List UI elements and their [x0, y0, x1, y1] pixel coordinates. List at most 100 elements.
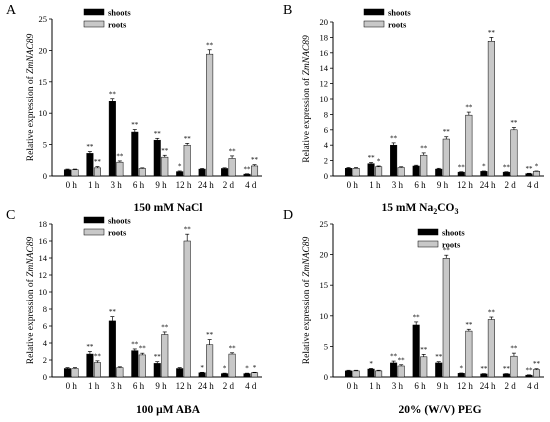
- bar-roots: [116, 367, 124, 378]
- y-tick-label: 14: [39, 253, 48, 263]
- significance-mark: **: [109, 90, 117, 98]
- treatment-label-main: 20% (W/V) PEG: [398, 404, 481, 416]
- bar-shoots: [412, 324, 420, 378]
- significance-mark: **: [398, 356, 406, 364]
- significance-mark: **: [368, 154, 376, 162]
- y-axis-label: Relative expression of ZmNAC89: [25, 34, 36, 162]
- category-label: 4 d: [527, 180, 539, 190]
- panel-letter: B: [283, 3, 292, 18]
- bar-shoots: [457, 373, 465, 378]
- y-tick-label: 4: [324, 140, 329, 150]
- significance-mark: **: [510, 119, 518, 127]
- legend-swatch-shoots: [363, 8, 385, 16]
- legend-label-roots: roots: [442, 240, 461, 250]
- significance-mark: **: [154, 353, 162, 361]
- category-label: 12 h: [457, 381, 473, 391]
- y-axis-label: Relative expression of ZmNAC89: [301, 35, 312, 163]
- significance-mark: **: [94, 352, 102, 360]
- bar-roots: [161, 156, 169, 177]
- category-label: 4 d: [245, 381, 257, 391]
- legend-swatch-roots: [83, 228, 105, 236]
- category-label: 6 h: [133, 381, 145, 391]
- bar-roots: [397, 365, 405, 378]
- treatment-label-main: 15 mM Na: [382, 202, 434, 214]
- category-label: 3 h: [110, 180, 122, 190]
- treatment-label: 20% (W/V) PEG: [398, 404, 481, 416]
- treatment-label-tail: CO: [437, 202, 454, 214]
- y-tick-label: 14: [320, 63, 329, 73]
- significance-mark: *: [253, 364, 257, 372]
- bar-shoots: [63, 368, 71, 378]
- category-label: 4 d: [527, 381, 539, 391]
- legend-swatch-roots: [363, 20, 385, 28]
- bar-shoots: [108, 320, 116, 378]
- significance-mark: **: [458, 163, 466, 171]
- bar-roots: [420, 356, 428, 378]
- bar-roots: [93, 362, 101, 378]
- bar-roots: [510, 355, 518, 378]
- bar-roots: [161, 334, 169, 378]
- category-label: 9 h: [437, 180, 449, 190]
- category-label: 6 h: [414, 381, 426, 391]
- bar-roots: [532, 369, 541, 378]
- y-axis-label-prefix: Relative expression of: [25, 277, 36, 364]
- bar-roots: [251, 372, 259, 378]
- y-tick-label: 15: [39, 77, 48, 87]
- bar-shoots: [457, 171, 465, 177]
- legend: shoots roots: [363, 8, 411, 30]
- significance-mark: **: [206, 331, 214, 339]
- bar-roots: [93, 167, 101, 177]
- bar-shoots: [153, 139, 161, 177]
- bar-shoots: [344, 370, 353, 378]
- significance-mark: **: [206, 41, 214, 49]
- category-label: 12 h: [176, 381, 192, 391]
- category-label: 6 h: [414, 180, 426, 190]
- bar-shoots: [176, 368, 184, 378]
- bar-shoots: [435, 362, 443, 378]
- treatment-label-sub: 3: [455, 207, 459, 216]
- bar-shoots: [131, 350, 139, 378]
- bar-roots: [183, 240, 191, 378]
- legend-label-roots: roots: [108, 20, 127, 30]
- bar-roots: [228, 158, 236, 177]
- significance-mark: **: [443, 247, 451, 255]
- significance-mark: **: [86, 343, 94, 351]
- treatment-label-main: 100 μM ABA: [136, 404, 201, 416]
- bar-roots: [442, 138, 450, 177]
- legend-label-shoots: shoots: [442, 228, 465, 238]
- bar-roots: [183, 144, 191, 177]
- significance-mark: **: [244, 165, 252, 173]
- significance-mark: **: [251, 156, 259, 164]
- panel-letter: D: [283, 208, 293, 223]
- category-label: 0 h: [347, 381, 359, 391]
- panel-d: D 0 5 10 15 20 25 Relative expression of ZmNAC8…: [283, 208, 544, 416]
- y-tick-label: 12: [320, 79, 329, 89]
- category-label: 2 d: [223, 180, 235, 190]
- y-axis-label-gene: ZmNAC89: [26, 34, 36, 74]
- significance-mark: *: [460, 365, 464, 373]
- category-label: 3 h: [392, 381, 404, 391]
- significance-mark: **: [443, 128, 451, 136]
- bar-roots: [375, 166, 383, 177]
- bar-roots: [206, 53, 214, 177]
- bar-roots: [251, 165, 259, 177]
- category-label: 4 d: [245, 180, 257, 190]
- category-label: 1 h: [369, 381, 381, 391]
- treatment-label: 150 mM NaCl: [134, 202, 203, 214]
- legend-swatch-roots: [417, 240, 439, 248]
- y-tick-label: 0: [43, 372, 47, 382]
- bar-roots: [465, 114, 473, 177]
- bar-shoots: [86, 153, 94, 177]
- significance-mark: **: [229, 147, 237, 155]
- significance-mark: *: [200, 364, 204, 372]
- bar-shoots: [480, 171, 488, 177]
- y-tick-label: 2: [324, 156, 328, 166]
- category-label: 24 h: [480, 381, 496, 391]
- bar-roots: [138, 354, 146, 378]
- legend-label-roots: roots: [108, 228, 127, 238]
- y-tick-label: 25: [39, 14, 48, 24]
- panel-letter: A: [6, 3, 17, 18]
- significance-mark: **: [525, 165, 533, 173]
- significance-mark: **: [184, 226, 192, 234]
